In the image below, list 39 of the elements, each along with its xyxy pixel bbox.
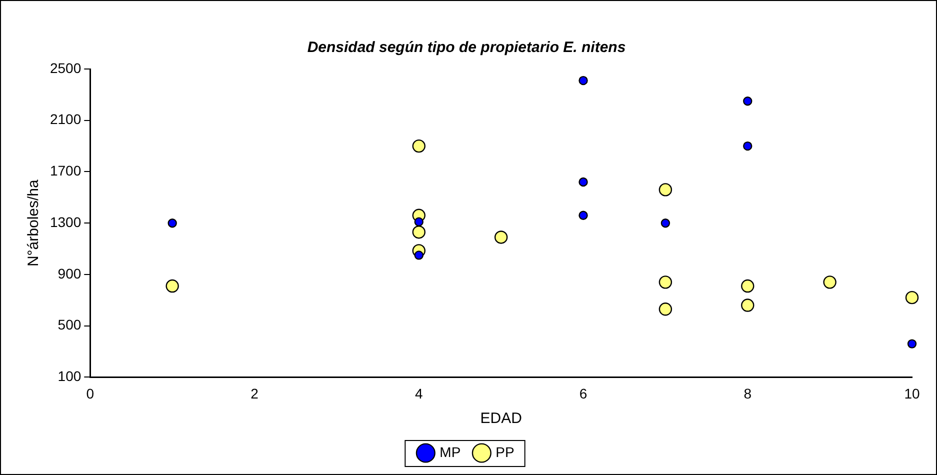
legend-label: MP	[440, 444, 461, 460]
x-tick-label: 10	[904, 385, 920, 402]
y-tick-label: 500	[58, 316, 82, 333]
x-tick-label: 8	[744, 385, 752, 402]
point	[823, 276, 836, 289]
point	[412, 139, 426, 153]
x-axis-title: EDAD	[480, 410, 522, 428]
point	[743, 96, 752, 106]
point	[414, 217, 424, 226]
point	[168, 218, 177, 228]
point	[578, 76, 588, 86]
legend-label: PP	[496, 444, 514, 460]
y-tick-label: 900	[58, 265, 82, 282]
chart-title: Densidad según tipo de propietario E. nitens	[307, 39, 626, 56]
point	[658, 183, 672, 196]
point	[412, 225, 426, 239]
point	[166, 279, 179, 293]
y-tick-label: 1300	[50, 214, 82, 230]
point	[741, 298, 754, 312]
y-tick-label: 2500	[50, 60, 82, 76]
x-tick-label: 2	[250, 385, 259, 402]
x-tick-label: 0	[86, 385, 94, 402]
point	[741, 279, 754, 293]
point	[578, 177, 588, 187]
y-axis-title: N°árboles/ha	[25, 179, 42, 267]
point	[658, 276, 672, 289]
point	[905, 290, 919, 304]
point	[660, 218, 670, 228]
point	[658, 302, 672, 316]
x-tick-label: 6	[579, 385, 588, 402]
point	[414, 250, 424, 260]
point	[743, 141, 752, 151]
point	[494, 230, 508, 244]
y-tick-label: 2100	[50, 111, 82, 128]
y-tick-label: 1700	[50, 162, 82, 179]
point	[578, 210, 588, 220]
x-tick-label: 4	[414, 385, 423, 402]
point	[907, 339, 917, 348]
y-tick-label: 100	[58, 368, 82, 384]
